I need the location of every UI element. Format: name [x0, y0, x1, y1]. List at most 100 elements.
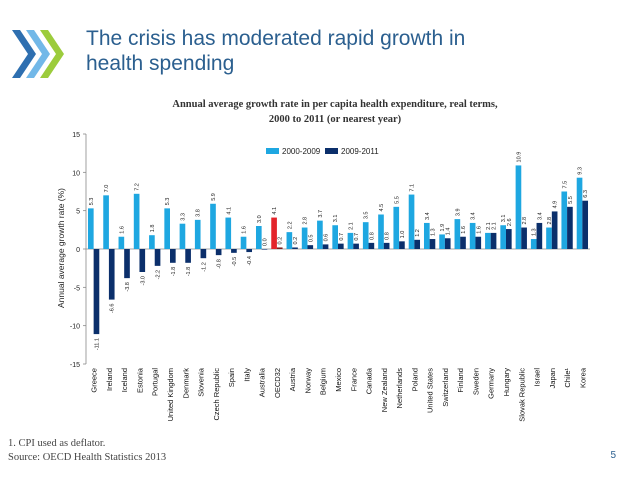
data-label-2000-2009-united-states: 3.4 — [425, 212, 431, 220]
data-label-2009-2011-germany: 2.1 — [492, 222, 498, 230]
data-label-2009-2011-united-kingdom: -1.8 — [171, 267, 177, 276]
bar-2009-2011-iceland — [124, 249, 130, 279]
bar-2009-2011-canada — [368, 242, 375, 249]
bar-2000-2009-united-states — [423, 222, 430, 249]
bar-2000-2009-sweden — [469, 222, 476, 249]
chart-title-line1: Annual average growth rate in per capita… — [172, 99, 498, 110]
bar-2009-2011-netherlands — [399, 241, 405, 249]
footnote: 1. CPI used as deflator. Source: OECD He… — [8, 437, 166, 465]
category-label-united-states: United States — [426, 368, 435, 413]
bar-2009-2011-korea — [582, 200, 589, 249]
bar-2000-2009-italy — [240, 236, 247, 249]
data-label-2009-2011-canada: 0.8 — [369, 232, 375, 240]
slide-title-line2: health spending — [86, 52, 235, 75]
bar-2009-2011-united-kingdom — [170, 249, 176, 263]
bar-2009-2011-ireland — [108, 249, 115, 300]
data-label-2000-2009-spain: 4.1 — [226, 207, 232, 215]
bar-2000-2009-switzerland — [439, 234, 445, 249]
data-label-2000-2009-portugal: 1.8 — [150, 225, 156, 233]
bar-2009-2011-spain — [231, 249, 237, 253]
bar-2009-2011-belgium — [322, 244, 329, 249]
bar-2000-2009-japan — [546, 227, 552, 249]
y-tick-label: -5 — [74, 285, 80, 292]
chart-title-line2: 2000 to 2011 (or nearest year) — [269, 114, 402, 125]
bar-2009-2011-sweden — [475, 236, 482, 249]
bar-2000-2009-slovak-republic — [515, 165, 522, 249]
data-label-2009-2011-poland: 1.2 — [415, 229, 421, 237]
bar-2009-2011-japan — [551, 211, 558, 249]
category-label-slovak-republic: Slovak Republic — [517, 368, 526, 422]
bar-2000-2009-chile — [561, 191, 568, 249]
data-label-2009-2011-france: 0.7 — [354, 233, 360, 241]
data-label-2000-2009-france: 2.1 — [348, 222, 354, 230]
data-label-2000-2009-japan: 2.8 — [547, 217, 553, 225]
bar-2009-2011-oecd32 — [276, 247, 283, 249]
category-label-switzerland: Switzerland — [441, 368, 450, 407]
data-label-2009-2011-estonia: -3.0 — [140, 276, 146, 285]
bar-2000-2009-finland — [454, 219, 461, 249]
category-label-estonia: Estonia — [135, 367, 144, 393]
data-label-2000-2009-chile: 7.5 — [562, 181, 568, 189]
bar-2000-2009-australia — [255, 226, 262, 249]
data-label-2000-2009-korea: 9.3 — [578, 167, 584, 175]
oecd-logo — [12, 30, 64, 78]
data-label-2000-2009-sweden: 3.4 — [471, 212, 477, 220]
bar-2000-2009-new-zealand — [378, 214, 384, 249]
data-label-2000-2009-netherlands: 5.5 — [394, 196, 400, 204]
data-label-2009-2011-mexico: 0.7 — [339, 233, 345, 241]
bar-2000-2009-hungary — [500, 225, 506, 249]
category-label-spain: Spain — [227, 368, 236, 387]
legend: 2000-2009 2009-2011 — [266, 147, 379, 156]
bar-2000-2009-czech-republic — [210, 203, 216, 249]
category-label-portugal: Portugal — [151, 368, 160, 396]
data-label-2000-2009-poland: 7.1 — [410, 184, 416, 192]
legend-swatch-2000-2009 — [266, 148, 279, 154]
bar-2000-2009-portugal — [149, 235, 155, 249]
data-label-2000-2009-hungary: 3.1 — [501, 215, 507, 223]
category-label-oecd32: OECD32 — [273, 368, 282, 398]
bar-2000-2009-spain — [225, 217, 232, 249]
bar-2009-2011-poland — [414, 239, 421, 249]
data-label-2000-2009-israel: 1.3 — [532, 228, 538, 236]
bar-2009-2011-france — [353, 243, 359, 249]
category-label-japan: Japan — [548, 368, 557, 388]
bar-2009-2011-chile — [567, 206, 573, 249]
bar-2009-2011-czech-republic — [215, 249, 222, 256]
bar-2009-2011-portugal — [154, 249, 161, 266]
category-label-norway: Norway — [303, 368, 312, 394]
bar-2009-2011-denmark — [185, 249, 191, 263]
data-label-2000-2009-belgium: 3.7 — [318, 210, 324, 218]
data-label-2009-2011-portugal: -2.2 — [156, 270, 162, 279]
bar-2000-2009-canada — [362, 222, 369, 249]
data-label-2000-2009-finland: 3.9 — [455, 208, 461, 216]
data-label-2009-2011-oecd32: 0.2 — [278, 237, 284, 245]
category-label-netherlands: Netherlands — [395, 368, 404, 409]
bar-2000-2009-ireland — [103, 195, 109, 249]
bar-2000-2009-austria — [286, 232, 293, 249]
data-label-2009-2011-italy: -0.4 — [247, 256, 253, 265]
category-label-canada: Canada — [365, 367, 374, 394]
category-label-finland: Finland — [456, 368, 465, 393]
category-label-austria: Austria — [288, 367, 297, 391]
bar-2000-2009-denmark — [179, 223, 186, 249]
category-label-israel: Israel — [533, 368, 542, 387]
y-tick-label: -10 — [70, 324, 80, 331]
bar-2000-2009-mexico — [332, 225, 338, 249]
category-label-france: France — [349, 368, 358, 391]
data-label-2009-2011-slovak-republic: 2.8 — [522, 217, 528, 225]
category-label-hungary: Hungary — [502, 368, 511, 397]
data-label-2009-2011-czech-republic: -0.8 — [217, 259, 223, 268]
data-label-2009-2011-ireland: -6.6 — [110, 304, 116, 313]
bar-2000-2009-belgium — [317, 220, 323, 249]
category-label-korea: Korea — [578, 367, 587, 388]
y-tick-label: 0 — [76, 247, 80, 254]
data-label-2009-2011-austria: 0.2 — [293, 237, 299, 245]
data-label-2000-2009-ireland: 7.0 — [104, 185, 110, 193]
data-label-2009-2011-switzerland: 1.4 — [446, 228, 452, 236]
data-label-2009-2011-hungary: 2.6 — [507, 218, 513, 226]
data-label-2000-2009-norway: 2.8 — [303, 217, 309, 225]
footnote-deflator: 1. CPI used as deflator. — [8, 438, 106, 449]
bar-2000-2009-greece — [87, 208, 94, 249]
y-axis-label: Annual average growth rate (%) — [56, 188, 66, 308]
bar-2000-2009-israel — [530, 239, 537, 249]
